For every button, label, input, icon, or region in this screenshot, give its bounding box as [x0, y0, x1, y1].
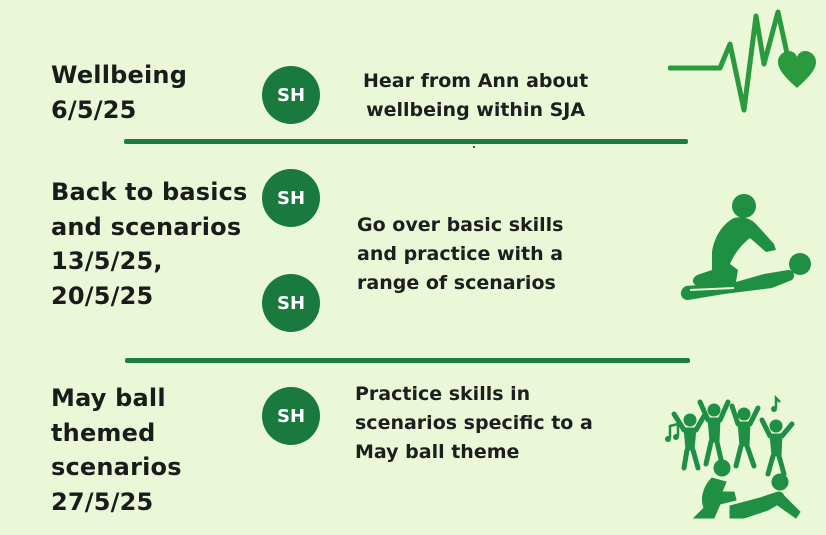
stray-dot [473, 146, 475, 148]
cpr-icon [680, 194, 811, 300]
session-title-back-to-basics: Back to basics and scenarios 13/5/25, 20… [51, 178, 248, 310]
presenter-badge: SH [262, 66, 320, 124]
section-divider [125, 358, 690, 363]
session-title-wellbeing: Wellbeing 6/5/25 [51, 61, 188, 124]
section-divider [124, 139, 688, 144]
session-description-may-ball: Practice skills in scenarios specific to… [355, 383, 593, 463]
dancing-crowd-first-aid-icon [665, 394, 801, 519]
presenter-badge: SH [262, 169, 320, 227]
presenter-badge: SH [262, 274, 320, 332]
presenter-badge: SH [262, 387, 320, 445]
session-title-may-ball: May ball themed scenarios 27/5/25 [51, 384, 182, 516]
session-description-wellbeing: Hear from Ann about wellbeing within SJA [363, 70, 589, 121]
heartbeat-heart-icon [668, 9, 816, 113]
session-description-back-to-basics: Go over basic skills and practice with a… [357, 214, 564, 294]
